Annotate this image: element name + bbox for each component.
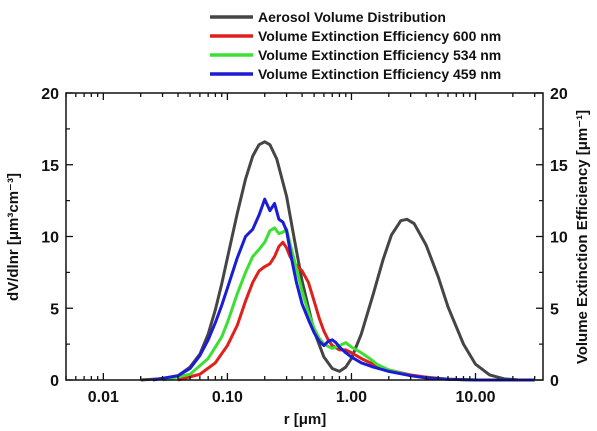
series-line-0 [140, 140, 535, 382]
y-tick-label-left: 5 [50, 301, 59, 318]
plot-frame [65, 92, 544, 381]
y-tick-label-right: 15 [550, 158, 568, 175]
y-tick-label-right: 10 [550, 230, 568, 247]
y-tick-label-right: 0 [550, 373, 559, 390]
legend-label-1: Volume Extinction Efficiency 600 nm [258, 28, 501, 44]
legend-label-0: Aerosol Volume Distribution [258, 9, 446, 25]
x-tick-label: 1.00 [336, 389, 367, 406]
axes: 0.01 0.10 1.00 10.00 0 0 5 5 10 10 15 15 20 20 [41, 86, 568, 406]
series-line-3 [152, 197, 535, 382]
y-tick-label-left: 15 [41, 158, 59, 175]
y-tick-label-right: 20 [550, 86, 568, 103]
plot-lines [140, 140, 535, 382]
legend-label-3: Volume Extinction Efficiency 459 nm [258, 66, 501, 82]
x-tick-label: 10.00 [455, 389, 495, 406]
x-axis-title: r [μm] [284, 411, 327, 428]
y-tick-label-right: 5 [550, 301, 559, 318]
y-axis-title-right: Volume Extinction Efficiency [μm⁻¹] [574, 110, 591, 364]
y-tick-label-left: 0 [50, 373, 59, 390]
legend: Aerosol Volume Distribution Volume Extinc… [210, 9, 501, 82]
y-axis-title-left: dV/dlnr [μm³cm⁻³] [5, 173, 22, 301]
x-tick-label: 0.10 [212, 389, 243, 406]
x-tick-label: 0.01 [88, 389, 119, 406]
y-tick-label-left: 20 [41, 86, 59, 103]
y-tick-label-left: 10 [41, 230, 59, 247]
legend-label-2: Volume Extinction Efficiency 534 nm [258, 47, 501, 63]
series-line-2 [162, 226, 535, 382]
